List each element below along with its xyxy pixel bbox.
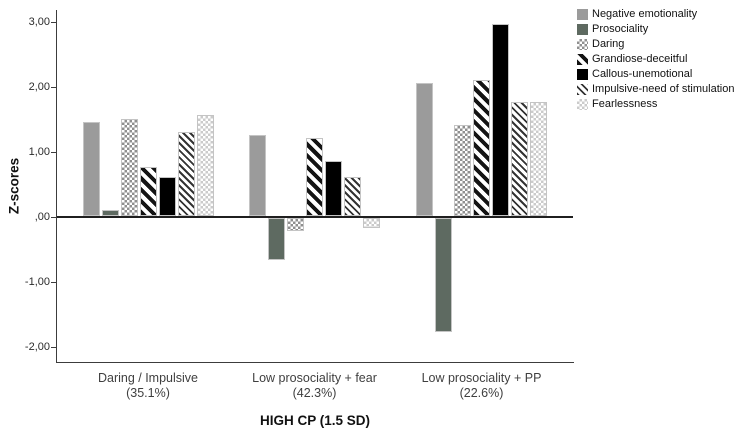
legend-item-fearlessness: Fearlessness <box>577 97 734 112</box>
bar-grandiose-deceitful-group1 <box>139 167 157 216</box>
category-name: Low prosociality + PP <box>421 371 542 385</box>
legend-label: Grandiose-deceitful <box>592 53 688 65</box>
bar-daring-group3 <box>454 125 471 216</box>
y-tick-mark <box>51 347 57 348</box>
bar-daring-group2 <box>287 218 304 231</box>
bar-grandiose-deceitful-group3 <box>473 79 490 216</box>
legend-label: Daring <box>592 38 625 50</box>
legend-label: Fearlessness <box>592 98 658 110</box>
y-tick-label: 1,00 <box>28 146 50 158</box>
y-tick-label: ,00 <box>34 211 50 223</box>
y-tick-mark <box>51 217 57 218</box>
legend-item-daring: Daring <box>577 37 734 52</box>
bar-fearlessness-group1 <box>196 115 214 216</box>
bar-grandiose-deceitful-group2 <box>306 138 323 216</box>
y-axis-line <box>56 10 57 363</box>
y-tick-mark <box>51 22 57 23</box>
y-tick-mark <box>51 152 57 153</box>
legend-label: Negative emotionality <box>592 8 698 20</box>
category-percentage: (22.6%) <box>459 386 504 400</box>
bar-fearlessness-group3 <box>530 102 547 216</box>
y-tick-mark <box>51 87 57 88</box>
bar-prosociality-group1 <box>101 209 119 216</box>
category-label-daring-impulsive: Daring / Impulsive (35.1%) <box>48 371 248 401</box>
bar-callous-unemotional-group3 <box>492 24 509 216</box>
bar-impulsive-need-of-stimulation-group3 <box>511 102 528 216</box>
category-name: Daring / Impulsive <box>97 371 199 385</box>
legend: Negative emotionality Prosociality Daring G… <box>577 7 734 112</box>
bar-daring-group1 <box>120 118 138 216</box>
y-tick-label: 2,00 <box>28 81 50 93</box>
category-name: Low prosociality + fear <box>252 371 377 385</box>
legend-item-callous-unemotional: Callous-unemotional <box>577 67 734 82</box>
legend-swatch-callous-unemotional <box>577 69 588 80</box>
legend-swatch-grandiose-deceitful <box>577 54 588 65</box>
category-label-low-prosociality-pp: Low prosociality + PP (22.6%) <box>382 371 582 401</box>
bar-negative-emotionality-group1 <box>82 121 100 216</box>
y-tick-label: 3,00 <box>28 16 50 28</box>
legend-label: Callous-unemotional <box>592 68 693 80</box>
bar-callous-unemotional-group1 <box>158 177 176 216</box>
category-percentage: (35.1%) <box>126 386 170 400</box>
legend-label: Impulsive-need of stimulation <box>592 83 735 95</box>
bar-callous-unemotional-group2 <box>325 160 342 216</box>
zero-baseline <box>57 216 573 218</box>
bar-negative-emotionality-group2 <box>249 134 266 216</box>
category-percentage: (42.3%) <box>292 386 337 400</box>
x-axis-title: HIGH CP (1.5 SD) <box>259 413 371 428</box>
legend-item-impulsive-need-of-stimulation: Impulsive-need of stimulation <box>577 82 734 97</box>
legend-swatch-fearlessness <box>577 99 588 110</box>
legend-item-prosociality: Prosociality <box>577 22 734 37</box>
legend-swatch-impulsive-need-of-stimulation <box>577 84 588 95</box>
legend-item-negative-emotionality: Negative emotionality <box>577 7 734 22</box>
bar-negative-emotionality-group3 <box>416 82 433 216</box>
y-tick-label: -2,00 <box>24 341 50 353</box>
legend-swatch-daring <box>577 39 588 50</box>
bar-prosociality-group3 <box>435 218 452 332</box>
legend-label: Prosociality <box>592 23 649 35</box>
bar-impulsive-need-of-stimulation-group1 <box>177 131 195 216</box>
y-tick-label: -1,00 <box>24 276 50 288</box>
y-axis-title: Z-scores <box>6 157 22 215</box>
x-axis-line <box>56 362 574 363</box>
category-label-low-prosociality-fear: Low prosociality + fear (42.3%) <box>215 371 415 401</box>
bar-prosociality-group2 <box>268 218 285 261</box>
legend-item-grandiose-deceitful: Grandiose-deceitful <box>577 52 734 67</box>
legend-swatch-negative-emotionality <box>577 9 588 20</box>
y-tick-mark <box>51 282 57 283</box>
legend-swatch-prosociality <box>577 24 588 35</box>
bar-fearlessness-group2 <box>363 218 380 228</box>
bar-impulsive-need-of-stimulation-group2 <box>344 177 361 216</box>
